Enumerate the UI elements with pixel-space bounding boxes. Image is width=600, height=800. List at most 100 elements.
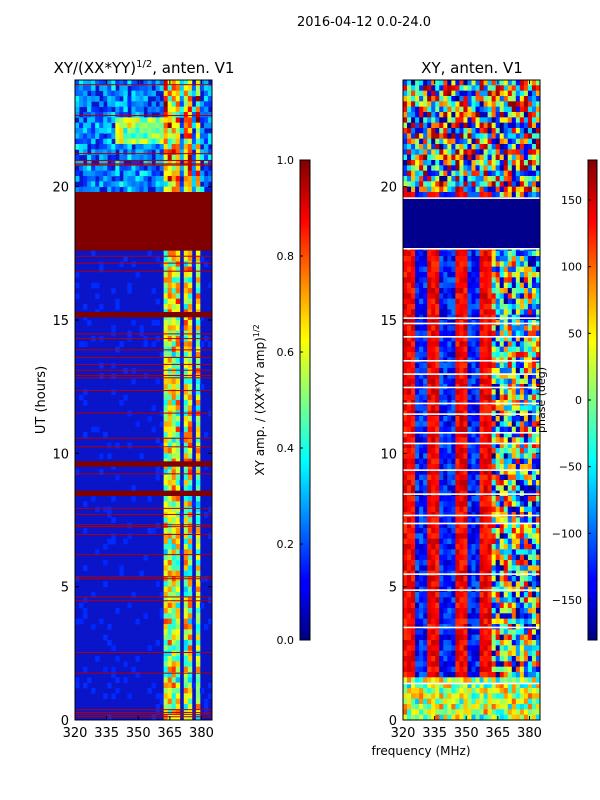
amplitude-cell (171, 624, 177, 630)
amplitude-cell (175, 421, 181, 428)
amplitude-cell (187, 341, 193, 348)
phase-cell (471, 266, 476, 273)
amplitude-cell (183, 517, 189, 524)
amplitude-cell (91, 112, 96, 118)
phase-cell (527, 128, 533, 134)
phase-cell (499, 186, 505, 193)
phase-cell (495, 90, 501, 97)
phase-cell (479, 250, 484, 257)
phase-cell (503, 336, 509, 342)
phase-cell (471, 394, 476, 401)
phase-cell (479, 442, 484, 449)
amplitude-cell (171, 170, 177, 177)
phase-cell (459, 266, 464, 273)
phase-cell (519, 469, 525, 476)
amplitude-cell (127, 170, 132, 177)
phase-cell (419, 144, 424, 150)
phase-cell (499, 133, 505, 140)
phase-cell (507, 437, 513, 444)
phase-cell (519, 442, 525, 449)
amplitude-cell (183, 122, 189, 129)
phase-cell (487, 112, 493, 118)
phase-cell (511, 293, 517, 300)
phase-cell (451, 517, 456, 524)
phase-cell (483, 149, 489, 156)
phase-cell (447, 154, 452, 161)
phase-cell (467, 256, 472, 262)
phase-cell (407, 133, 412, 140)
phase-cell (419, 261, 424, 268)
phase-cell (423, 304, 428, 310)
amplitude-cell (187, 368, 193, 374)
phase-cell (411, 176, 416, 182)
amplitude-cell (183, 661, 189, 668)
amplitude-cell (163, 485, 169, 492)
phase-cell (411, 101, 416, 108)
amplitude-cell (183, 341, 189, 348)
phase-cell (419, 138, 424, 145)
phase-cell (535, 517, 540, 524)
phase-cell (515, 160, 521, 166)
amplitude-cell (195, 400, 201, 406)
amplitude-cell (175, 357, 181, 364)
phase-cell (491, 554, 497, 561)
phase-cell (411, 149, 416, 156)
amplitude-cell (171, 645, 177, 652)
phase-cell (515, 501, 521, 508)
phase-cell (427, 352, 432, 358)
phase-cell (511, 421, 517, 428)
amplitude-cell (167, 469, 173, 476)
amplitude-cell (103, 666, 108, 673)
phase-cell (507, 373, 513, 380)
phase-cell (459, 565, 464, 572)
phase-cell (495, 101, 501, 108)
phase-cell (519, 501, 525, 508)
amplitude-cell (179, 181, 185, 188)
amplitude-cell (91, 106, 96, 113)
phase-cell (515, 448, 521, 454)
phase-cell (467, 176, 472, 182)
amplitude-cell (171, 640, 177, 646)
phase-cell (443, 288, 448, 294)
amplitude-cell (87, 112, 92, 118)
phase-cell (451, 368, 456, 374)
phase-cell (519, 122, 525, 129)
phase-cell (467, 341, 472, 348)
figure-title: 2016-04-12 0.0-24.0 (297, 15, 431, 30)
phase-cell (455, 96, 460, 102)
phase-cell (435, 160, 440, 166)
phase-cell (467, 101, 472, 108)
phase-cell (427, 554, 432, 561)
phase-cell (503, 389, 509, 396)
amplitude-cell (187, 693, 193, 700)
phase-cell (403, 346, 408, 353)
phase-cell (463, 117, 468, 124)
phase-cell (523, 560, 529, 566)
phase-cell (519, 154, 525, 161)
amplitude-cell (107, 90, 112, 97)
phase-cell (439, 336, 444, 342)
phase-cell (447, 528, 452, 534)
phase-cell (431, 90, 436, 97)
phase-cell (447, 362, 452, 369)
phase-cell (475, 501, 480, 508)
phase-cell (435, 405, 440, 412)
phase-cell (483, 448, 489, 454)
amplitude-cell (163, 581, 169, 588)
phase-cell (419, 592, 424, 598)
phase-cell (519, 346, 525, 353)
phase-cell (483, 160, 489, 166)
amplitude-cell (175, 320, 181, 326)
phase-cell (411, 346, 416, 353)
phase-cell (427, 309, 432, 316)
phase-cell (527, 464, 533, 470)
amplitude-flag-line (75, 369, 212, 371)
phase-cell (455, 90, 460, 97)
phase-cell (467, 549, 472, 556)
amplitude-cell (111, 464, 116, 470)
phase-cell (455, 517, 460, 524)
amplitude-cell (103, 560, 108, 566)
amplitude-colorbar-tick-label: 1.0 (277, 154, 295, 167)
amplitude-cell (115, 106, 120, 113)
amplitude-cell (163, 560, 169, 566)
